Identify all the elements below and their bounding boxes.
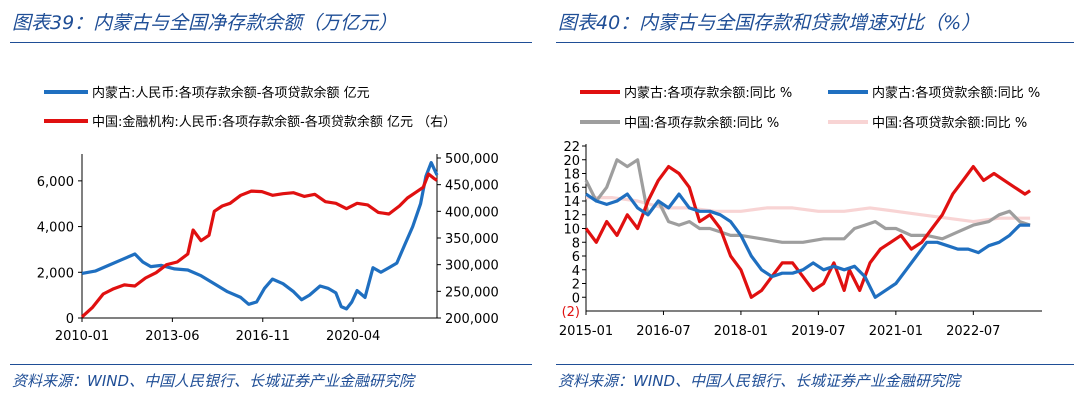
- right-y-tick-label: 500,000: [445, 152, 499, 167]
- right-chart-x-tick-label: 2022-07: [946, 324, 1000, 339]
- right-chart-x-tick-label: 2019-07: [791, 324, 845, 339]
- left-title-rule: [10, 42, 532, 43]
- right-bottom-rule: [556, 364, 1074, 365]
- right-chart-x-tick-label: 2015-01: [559, 324, 613, 339]
- right-y-tick-label: 400,000: [445, 205, 499, 220]
- right-legend-label-3: 中国:各项存款余额:同比 %: [624, 115, 779, 131]
- right-chart-y-tick-label: 14: [563, 195, 580, 210]
- left-x-tick-label: 2010-01: [55, 329, 109, 344]
- left-bottom-rule: [10, 364, 532, 365]
- right-chart-x-tick-label: 2018-01: [714, 324, 768, 339]
- right-title-rule: [556, 42, 1074, 43]
- left-x-tick-label: 2020-04: [326, 329, 380, 344]
- right-chart-y-tick-label: 10: [563, 223, 580, 238]
- right-source-note: 资料来源：WIND、中国人民银行、长城证券产业金融研究院: [558, 372, 961, 390]
- left-series-line-2: [80, 172, 438, 319]
- left-x-tick-label: 2013-06: [145, 329, 199, 344]
- right-chart-y-tick-label: 20: [563, 154, 580, 169]
- right-y-tick-label: 200,000: [445, 312, 499, 327]
- left-legend-label-1: 内蒙古:人民币:各项存款余额-各项贷款余额 亿元: [92, 85, 370, 101]
- right-legend-label-1: 内蒙古:各项存款余额:同比 %: [624, 85, 792, 101]
- right-series-line-2: [585, 192, 1031, 299]
- right-chart-y-tick-label: 8: [572, 236, 580, 251]
- left-y-tick-label: 0: [66, 312, 74, 327]
- left-chart-title: 图表39：内蒙古与全国净存款余额（万亿元）: [12, 12, 398, 34]
- right-chart-x-tick-label: 2021-01: [869, 324, 923, 339]
- left-y-tick-label: 2,000: [37, 266, 74, 281]
- right-chart-y-tick-label: 12: [563, 209, 580, 224]
- right-y-tick-label: 350,000: [445, 232, 499, 247]
- left-series-line-1: [81, 161, 439, 311]
- right-y-tick-label: 300,000: [445, 259, 499, 274]
- left-x-tick-label: 2016-11: [236, 329, 290, 344]
- right-y-tick-label: 250,000: [445, 285, 499, 300]
- left-source-note: 资料来源：WIND、中国人民银行、长城证券产业金融研究院: [12, 372, 415, 390]
- right-chart-y-tick-label: 18: [563, 168, 580, 183]
- right-chart-y-tick-label: 2: [572, 278, 580, 293]
- right-series-line-3: [584, 158, 1031, 244]
- left-y-tick-label: 4,000: [37, 221, 74, 236]
- right-chart-y-tick-label: 0: [572, 291, 580, 306]
- left-y-tick-label: 6,000: [37, 175, 74, 190]
- right-chart-y-tick-label: 6: [572, 250, 580, 265]
- right-chart-y-negative-label: (2): [562, 305, 580, 320]
- right-legend-label-2: 内蒙古:各项贷款余额:同比 %: [872, 85, 1040, 101]
- right-chart-x-tick-label: 2016-07: [636, 324, 690, 339]
- right-series-line-1: [584, 165, 1031, 299]
- right-y-tick-label: 450,000: [445, 179, 499, 194]
- right-chart-title: 图表40：内蒙古与全国存款和贷款增速对比（%）: [558, 12, 981, 34]
- left-legend-label-2: 中国:金融机构:人民币:各项存款余额-各项贷款余额 亿元 （右）: [92, 114, 456, 130]
- right-legend-label-4: 中国:各项贷款余额:同比 %: [872, 115, 1027, 131]
- right-chart-y-tick-label: 16: [563, 181, 580, 196]
- right-chart-y-tick-label: 22: [563, 140, 580, 155]
- right-chart-y-tick-label: 4: [572, 264, 580, 279]
